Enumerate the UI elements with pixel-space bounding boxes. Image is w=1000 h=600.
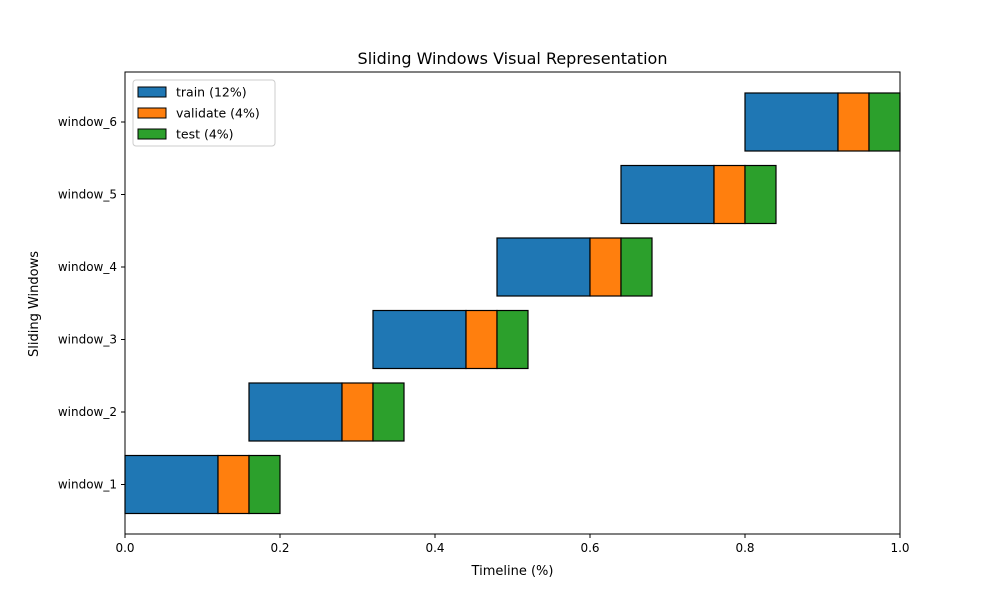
legend-box <box>132 79 276 147</box>
x-tick-label: 0.8 <box>735 541 754 555</box>
legend-swatch-train <box>137 86 167 98</box>
legend-swatch-validate <box>137 107 167 119</box>
legend: train (12%) validate (4%) test (4%) <box>132 79 276 147</box>
x-tick-label: 0.0 <box>115 541 134 555</box>
bar-window_3-test <box>496 309 529 370</box>
chart-title: Sliding Windows Visual Representation <box>358 49 668 68</box>
bar-window_6-train <box>744 92 839 152</box>
bar-window_4-test <box>620 237 653 297</box>
bar-window_1-test <box>248 454 281 515</box>
bar-window_4-validate <box>589 237 622 297</box>
y-tick-label: window_5 <box>58 188 117 202</box>
y-axis-label: Sliding Windows <box>27 251 42 357</box>
bar-window_6-test <box>868 92 901 152</box>
bar-window_5-validate <box>713 164 746 225</box>
legend-label-test: test (4%) <box>176 127 234 142</box>
y-tick-label: window_1 <box>58 478 117 492</box>
bar-window_1-train <box>124 454 219 515</box>
y-tick-label: window_4 <box>58 260 117 274</box>
bar-window_4-train <box>496 237 591 297</box>
x-tick-label: 1.0 <box>890 541 909 555</box>
bar-window_3-train <box>372 309 467 370</box>
y-tick-label: window_2 <box>58 405 117 419</box>
bar-window_6-validate <box>837 92 870 152</box>
legend-label-validate: validate (4%) <box>176 106 260 121</box>
legend-swatch-test <box>137 128 167 140</box>
bar-window_2-train <box>248 382 343 442</box>
bar-window_3-validate <box>465 309 498 370</box>
y-tick-label: window_6 <box>58 115 117 129</box>
bar-window_2-test <box>372 382 405 442</box>
x-tick-label: 0.2 <box>270 541 289 555</box>
bar-window_2-validate <box>341 382 374 442</box>
axes-frame <box>124 71 901 535</box>
plot-area: 0.0 0.2 0.4 0.6 0.8 1.0 window_1 window_2 window… <box>58 71 910 555</box>
bar-window_5-test <box>744 164 777 225</box>
x-tick-label: 0.4 <box>425 541 444 555</box>
x-axis-label: Timeline (%) <box>471 564 554 579</box>
bar-window_1-validate <box>217 454 250 515</box>
y-tick-label: window_3 <box>58 333 117 347</box>
x-tick-label: 0.6 <box>580 541 599 555</box>
legend-label-train: train (12%) <box>176 85 247 100</box>
bar-window_5-train <box>620 164 715 225</box>
